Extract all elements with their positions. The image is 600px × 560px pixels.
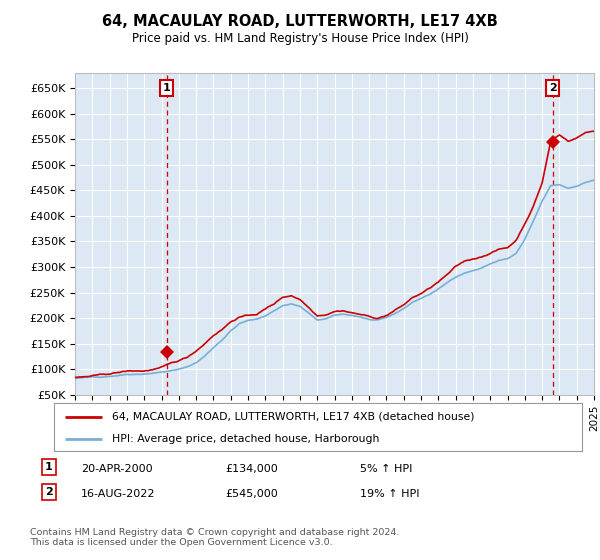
Text: £545,000: £545,000 [225, 489, 278, 499]
Text: 64, MACAULAY ROAD, LUTTERWORTH, LE17 4XB (detached house): 64, MACAULAY ROAD, LUTTERWORTH, LE17 4XB… [112, 412, 475, 422]
Text: 19% ↑ HPI: 19% ↑ HPI [360, 489, 419, 499]
Text: 16-AUG-2022: 16-AUG-2022 [81, 489, 155, 499]
Text: 5% ↑ HPI: 5% ↑ HPI [360, 464, 412, 474]
Text: 20-APR-2000: 20-APR-2000 [81, 464, 152, 474]
Text: 64, MACAULAY ROAD, LUTTERWORTH, LE17 4XB: 64, MACAULAY ROAD, LUTTERWORTH, LE17 4XB [102, 14, 498, 29]
Text: 1: 1 [163, 83, 170, 93]
Text: HPI: Average price, detached house, Harborough: HPI: Average price, detached house, Harb… [112, 434, 379, 444]
Text: 2: 2 [45, 487, 53, 497]
Text: £134,000: £134,000 [225, 464, 278, 474]
Text: Contains HM Land Registry data © Crown copyright and database right 2024.
This d: Contains HM Land Registry data © Crown c… [30, 528, 400, 547]
Text: 2: 2 [549, 83, 557, 93]
Text: Price paid vs. HM Land Registry's House Price Index (HPI): Price paid vs. HM Land Registry's House … [131, 32, 469, 45]
Text: 1: 1 [45, 462, 53, 472]
